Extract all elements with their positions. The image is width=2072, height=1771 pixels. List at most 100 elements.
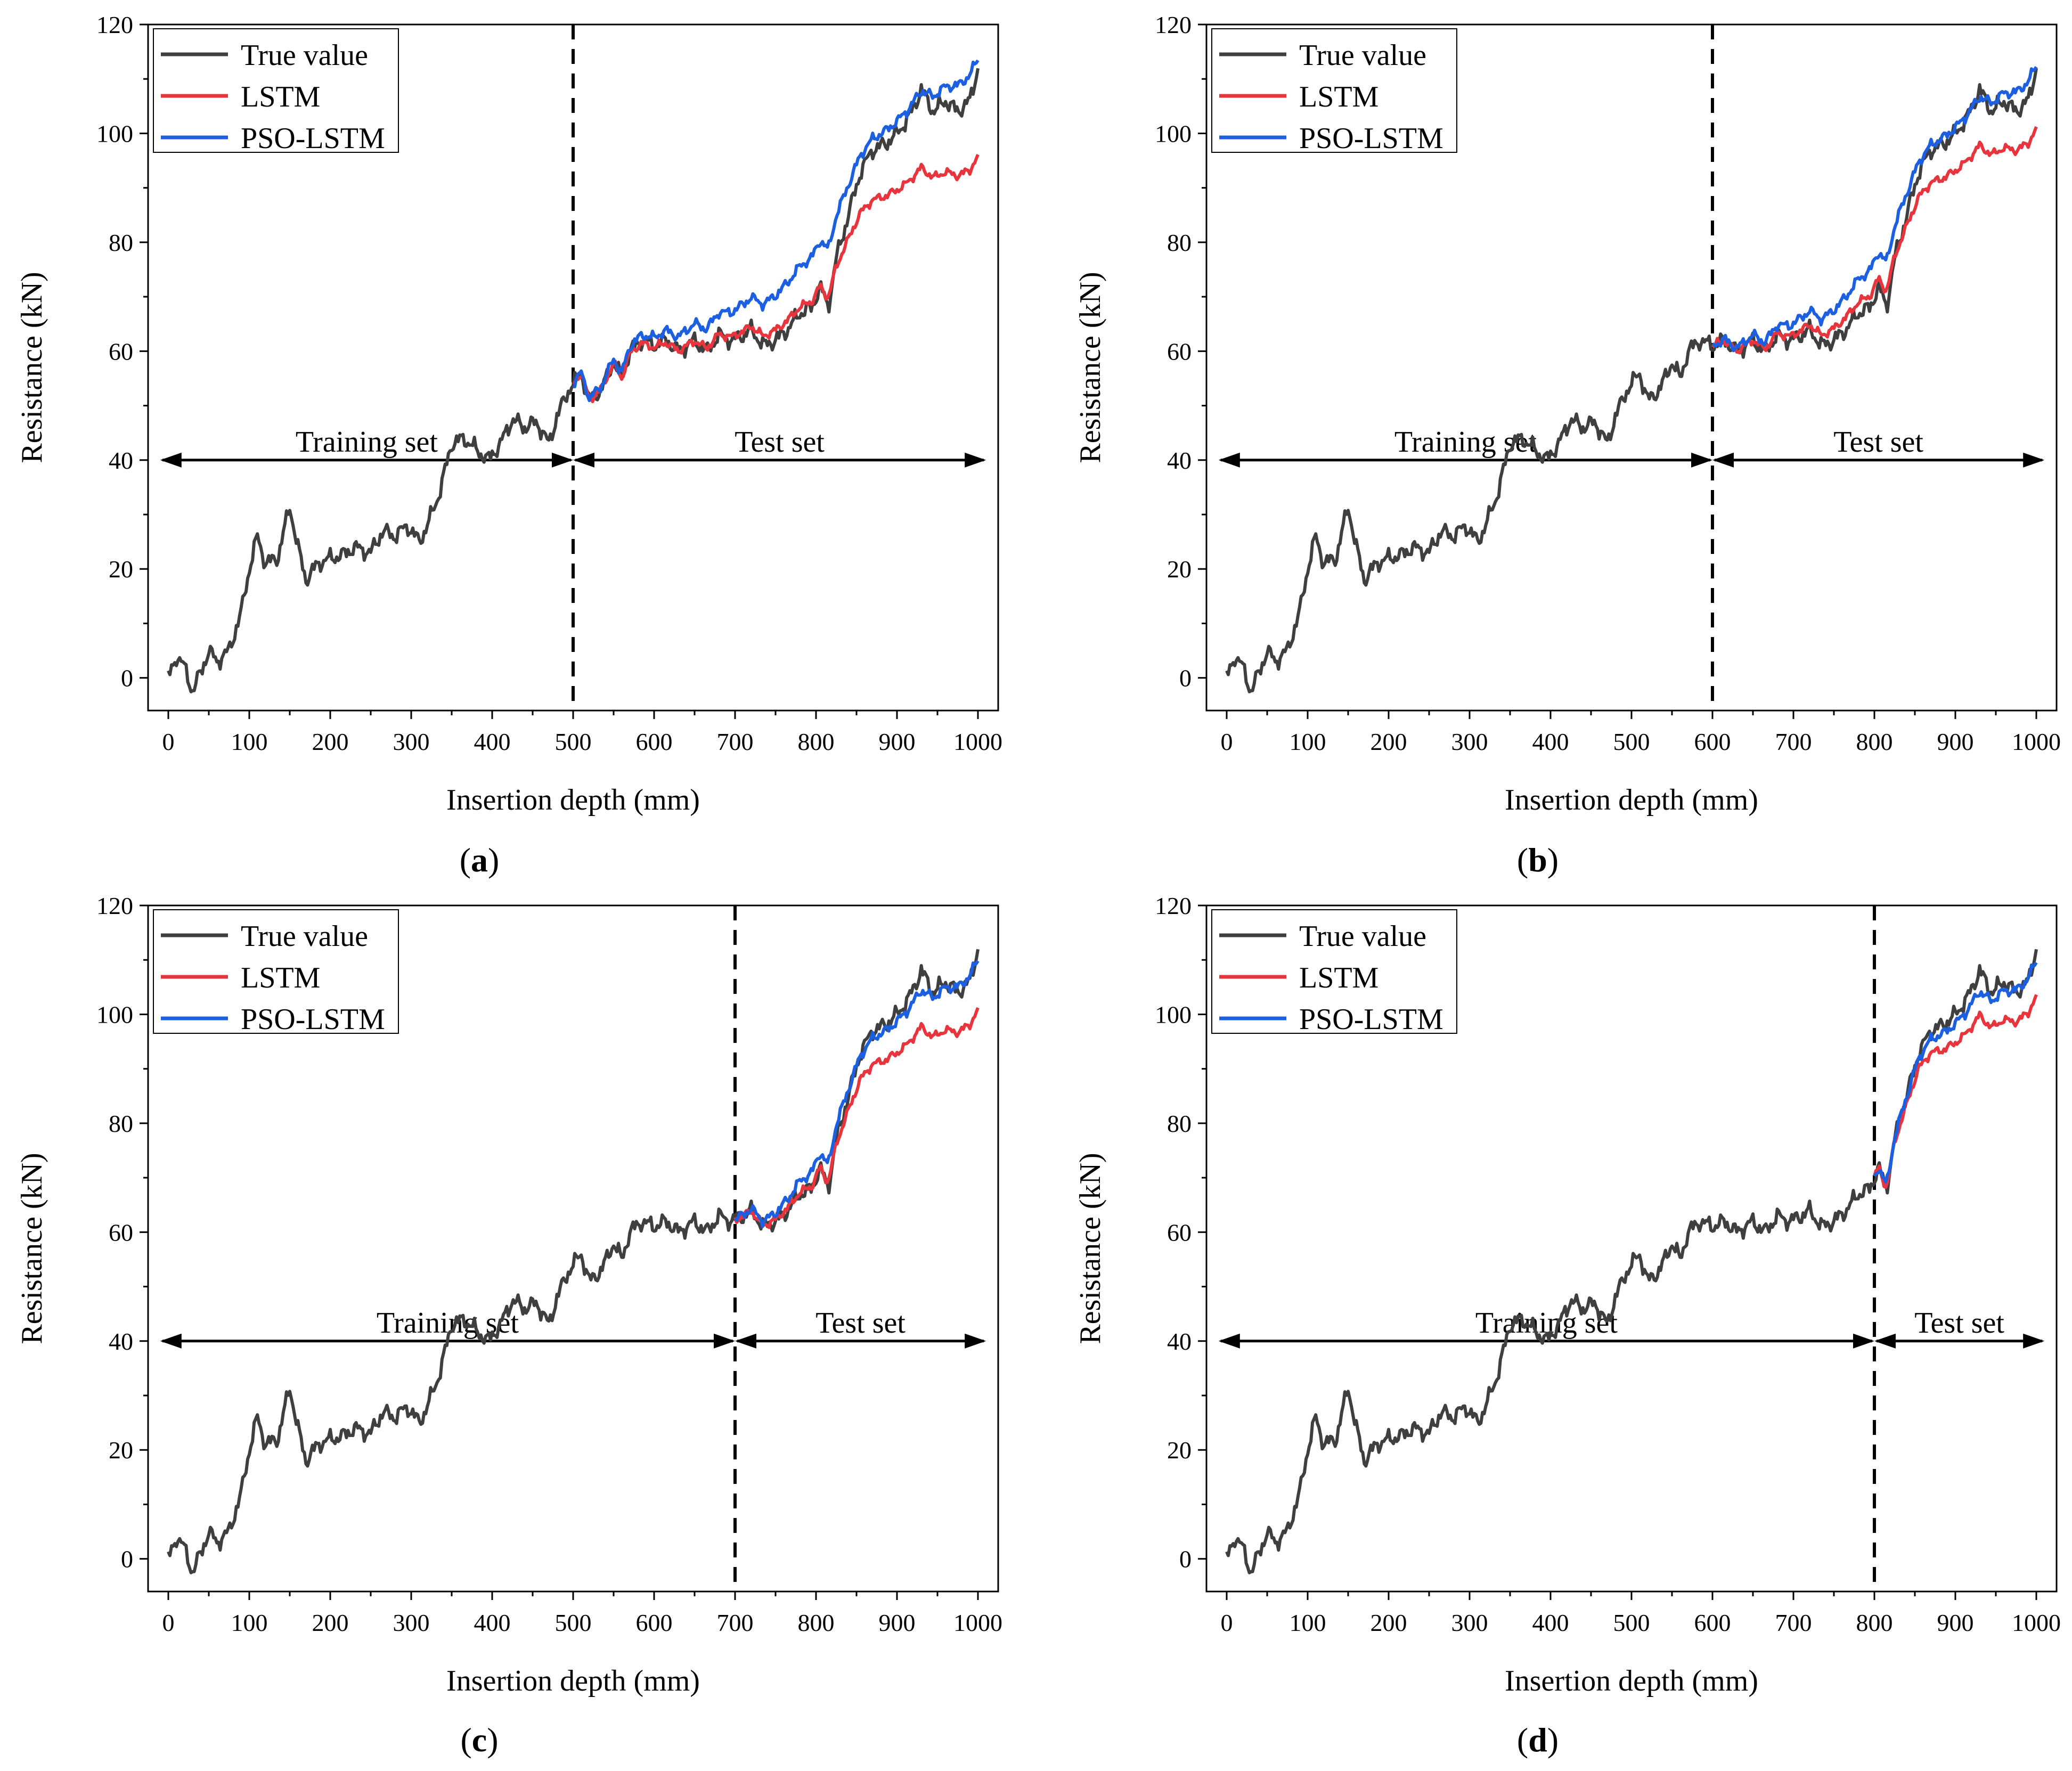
- x-tick-label: 100: [1290, 728, 1326, 755]
- legend-box: [153, 28, 399, 153]
- x-tick-label: 1000: [953, 728, 1002, 755]
- training-arrow-left-head: [160, 452, 182, 468]
- y-tick-label: 20: [1167, 1437, 1192, 1464]
- y-axis-title: Resistance (kN): [1074, 272, 1107, 463]
- y-tick-label: 0: [1179, 1546, 1192, 1573]
- series-lstm: [573, 154, 980, 403]
- x-axis-title: Insertion depth (mm): [446, 784, 700, 817]
- test-set-label: Test set: [815, 1307, 906, 1340]
- x-tick-label: 1000: [2012, 728, 2061, 755]
- x-tick-label: 100: [1290, 1609, 1326, 1636]
- x-tick-label: 700: [717, 728, 754, 755]
- series-true-value: [1225, 68, 2038, 693]
- x-tick-label: 800: [1856, 728, 1893, 755]
- x-tick-label: 400: [474, 728, 511, 755]
- panel-caption: (d): [1517, 1721, 1559, 1759]
- x-axis-title: Insertion depth (mm): [1505, 784, 1758, 817]
- x-tick-label: 200: [1371, 1609, 1407, 1636]
- x-tick-label: 800: [798, 1609, 835, 1636]
- legend-label-true-value: True value: [241, 920, 368, 953]
- legend-label-pso-lstm: PSO-LSTM: [1299, 122, 1443, 155]
- x-tick-label: 800: [1856, 1609, 1893, 1636]
- x-tick-label: 100: [231, 728, 268, 755]
- y-tick-label: 20: [109, 556, 133, 583]
- legend-label-true-value: True value: [1299, 39, 1426, 72]
- x-tick-label: 600: [1694, 1609, 1731, 1636]
- y-tick-label: 120: [1155, 892, 1192, 919]
- series-pso-lstm: [1873, 961, 2038, 1184]
- training-arrow-right-head: [552, 452, 573, 468]
- y-tick-label: 120: [1155, 11, 1192, 38]
- y-axis-title: Resistance (kN): [15, 1153, 48, 1344]
- x-tick-label: 300: [393, 1609, 430, 1636]
- test-arrow-right-head: [2023, 452, 2045, 468]
- x-tick-label: 500: [1613, 1609, 1650, 1636]
- legend-label-lstm: LSTM: [1299, 961, 1378, 994]
- legend-label-true-value: True value: [1299, 920, 1426, 953]
- x-tick-label: 400: [1532, 728, 1569, 755]
- panel-caption: (a): [460, 841, 500, 879]
- y-tick-label: 60: [1167, 1219, 1192, 1246]
- series-true-value: [167, 949, 980, 1574]
- test-arrow-right-head: [2023, 1333, 2045, 1349]
- training-arrow-left-head: [1218, 452, 1240, 468]
- panel-b: 0 100 200 300 400 500 600 700 800 900 1000 0 20 40 60 8…: [1074, 11, 2061, 879]
- legend-box: [1211, 909, 1457, 1034]
- x-tick-label: 0: [162, 1609, 175, 1636]
- x-tick-label: 400: [1532, 1609, 1569, 1636]
- y-tick-label: 40: [1167, 1328, 1192, 1355]
- y-tick-label: 40: [109, 1328, 133, 1355]
- legend-label-lstm: LSTM: [241, 961, 320, 994]
- y-tick-label: 100: [96, 1001, 133, 1028]
- test-set-label: Test set: [735, 426, 825, 459]
- legend-label-pso-lstm: PSO-LSTM: [241, 122, 385, 155]
- x-tick-label: 500: [555, 1609, 592, 1636]
- y-tick-label: 40: [1167, 447, 1192, 474]
- x-tick-label: 200: [312, 1609, 349, 1636]
- test-arrow-right-head: [965, 452, 986, 468]
- x-tick-label: 600: [636, 728, 673, 755]
- x-tick-label: 700: [717, 1609, 754, 1636]
- test-arrow-right-head: [965, 1333, 986, 1349]
- training-arrow-right-head: [1691, 452, 1712, 468]
- test-arrow-left-head: [573, 452, 594, 468]
- x-tick-label: 300: [393, 728, 430, 755]
- x-tick-label: 900: [879, 1609, 916, 1636]
- series-pso-lstm: [1711, 66, 2038, 353]
- y-tick-label: 80: [109, 1110, 133, 1137]
- y-tick-label: 60: [109, 1219, 133, 1246]
- y-tick-label: 100: [1155, 1001, 1192, 1028]
- test-set-label: Test set: [1914, 1307, 2004, 1340]
- x-tick-label: 0: [1221, 1609, 1233, 1636]
- x-tick-label: 900: [879, 728, 916, 755]
- y-tick-label: 40: [109, 447, 133, 474]
- x-axis-title: Insertion depth (mm): [446, 1664, 700, 1697]
- panel-c: 0 100 200 300 400 500 600 700 800 900 1000 0 20 40 60 8…: [15, 892, 1002, 1759]
- y-tick-label: 0: [121, 1546, 133, 1573]
- test-arrow-left-head: [1874, 1333, 1896, 1349]
- y-axis-title: Resistance (kN): [1074, 1153, 1107, 1344]
- training-set-label: Training set: [296, 426, 438, 459]
- panel-d: 0 100 200 300 400 500 600 700 800 900 1000 0 20 40 60 8…: [1074, 892, 2061, 1759]
- test-arrow-left-head: [1712, 452, 1734, 468]
- legend-label-lstm: LSTM: [1299, 80, 1378, 113]
- series-lstm: [733, 1007, 980, 1229]
- y-tick-label: 20: [1167, 556, 1192, 583]
- panel-a: 0 100 200 300 400 500 600 700 800 900 1000 0 20 40 60 8…: [15, 11, 1002, 879]
- series-true-value: [1225, 949, 2038, 1574]
- x-tick-label: 600: [636, 1609, 673, 1636]
- y-tick-label: 80: [1167, 1110, 1192, 1137]
- x-tick-label: 200: [1371, 728, 1407, 755]
- x-tick-label: 0: [1221, 728, 1233, 755]
- x-tick-label: 300: [1451, 1609, 1488, 1636]
- x-tick-label: 700: [1775, 728, 1812, 755]
- x-tick-label: 600: [1694, 728, 1731, 755]
- series-lstm: [1873, 994, 2038, 1189]
- test-set-label: Test set: [1833, 426, 1923, 459]
- x-axis-title: Insertion depth (mm): [1505, 1664, 1758, 1697]
- legend-box: [1211, 28, 1457, 153]
- x-tick-label: 500: [1613, 728, 1650, 755]
- x-tick-label: 100: [231, 1609, 268, 1636]
- x-tick-label: 400: [474, 1609, 511, 1636]
- training-arrow-right-head: [1853, 1333, 1874, 1349]
